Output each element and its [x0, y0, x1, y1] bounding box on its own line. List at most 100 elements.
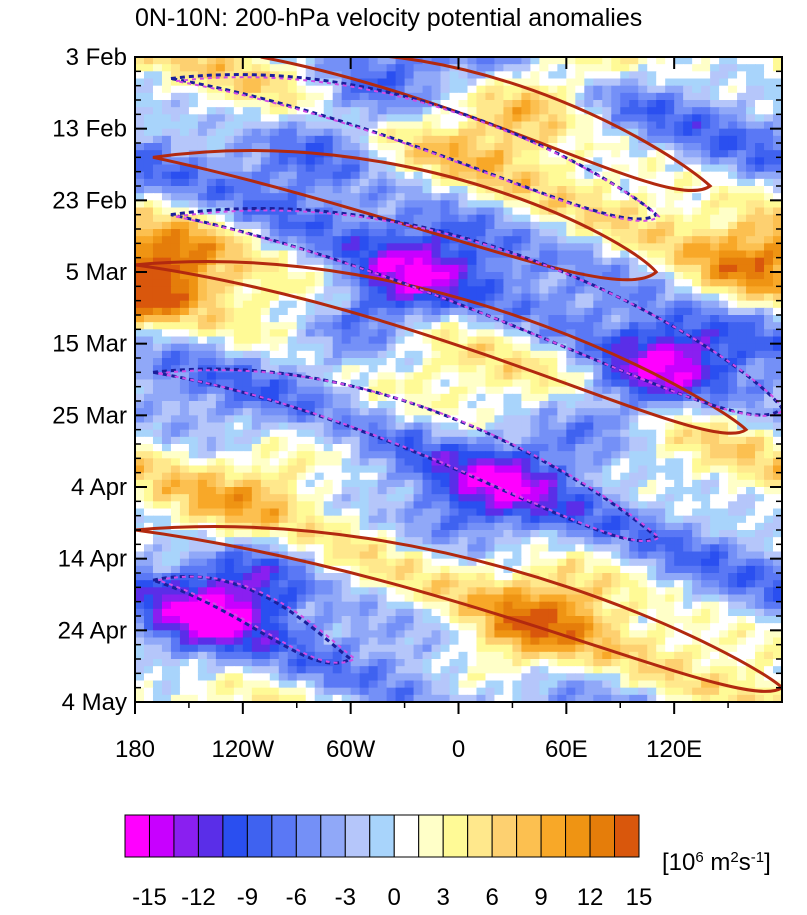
heat-cell: [611, 451, 621, 459]
heat-cell: [305, 243, 316, 252]
heat-cell: [539, 501, 549, 510]
heat-cell: [647, 293, 657, 302]
heat-cell: [359, 300, 370, 309]
heat-cell: [413, 236, 424, 244]
heat-cell: [269, 243, 280, 252]
heat-cell: [773, 415, 782, 424]
heat-cell: [377, 522, 388, 531]
heat-cell: [566, 487, 576, 495]
heat-cell: [323, 451, 334, 459]
heat-cell: [737, 286, 747, 295]
heat-cell: [647, 522, 657, 531]
heat-cell: [215, 121, 226, 130]
heat-cell: [728, 343, 738, 352]
heat-cell: [647, 315, 657, 323]
heat-cell: [413, 494, 424, 502]
heat-cell: [530, 479, 540, 488]
heat-cell: [197, 135, 208, 144]
heat-cell: [422, 135, 433, 144]
heat-cell: [503, 71, 514, 80]
heat-cell: [494, 458, 505, 467]
heat-cell: [719, 508, 729, 517]
heat-cell: [512, 487, 523, 495]
heat-cell: [251, 544, 262, 553]
heat-cell: [494, 193, 505, 201]
heat-cell: [242, 178, 253, 187]
heat-cell: [665, 128, 675, 137]
heat-cell: [575, 150, 585, 158]
heat-cell: [179, 350, 190, 359]
heat-cell: [503, 422, 514, 431]
heat-cell: [197, 92, 208, 101]
heat-cell: [611, 479, 621, 488]
heat-cell: [161, 128, 172, 137]
heat-cell: [476, 315, 487, 323]
heat-cell: [368, 365, 379, 373]
heat-cell: [413, 193, 424, 201]
heat-cell: [287, 71, 298, 80]
heat-cell: [287, 350, 298, 359]
heat-cell: [197, 472, 208, 481]
heat-cell: [602, 229, 612, 237]
heat-cell: [368, 279, 379, 287]
heat-cell: [575, 193, 585, 201]
heat-cell: [530, 386, 540, 395]
heat-cell: [135, 264, 145, 273]
heat-cell: [710, 164, 720, 173]
heat-cell: [674, 336, 684, 345]
heat-cell: [314, 458, 325, 467]
heat-cell: [476, 479, 487, 488]
heat-cell: [683, 508, 693, 517]
heat-cell: [152, 365, 163, 373]
heat-cell: [197, 221, 208, 230]
heat-cell: [458, 472, 469, 481]
heat-cell: [431, 286, 442, 295]
heat-cell: [539, 515, 549, 524]
heat-cell: [620, 135, 630, 144]
heat-cell: [602, 472, 612, 481]
heat-cell: [431, 350, 442, 359]
heat-cell: [737, 358, 747, 366]
heat-cell: [710, 386, 720, 395]
heat-cell: [377, 92, 388, 101]
heat-cell: [296, 193, 307, 201]
heat-cell: [764, 279, 774, 287]
heat-cell: [629, 286, 639, 295]
heat-cell: [413, 415, 424, 424]
heat-cell: [197, 300, 208, 309]
heat-cell: [710, 229, 720, 237]
heat-cell: [233, 322, 244, 330]
heat-cell: [305, 221, 316, 230]
heat-cell: [449, 100, 460, 108]
heat-cell: [323, 157, 334, 166]
heat-cell: [377, 494, 388, 502]
heat-cell: [512, 150, 523, 158]
heat-cell: [135, 350, 145, 359]
heat-cell: [503, 171, 514, 180]
heat-cell: [287, 472, 298, 481]
heat-cell: [215, 479, 226, 488]
heat-cell: [287, 487, 298, 495]
heat-cell: [386, 221, 397, 230]
heat-cell: [719, 315, 729, 323]
heat-cell: [350, 85, 361, 94]
heat-cell: [431, 178, 442, 187]
heat-cell: [539, 92, 549, 101]
heat-cell: [206, 57, 217, 65]
heat-cell: [593, 494, 603, 502]
heat-cell: [719, 272, 729, 280]
heat-cell: [143, 272, 154, 280]
heat-cell: [188, 193, 199, 201]
heat-cell: [557, 365, 567, 373]
heat-cell: [647, 243, 657, 252]
heat-cell: [566, 415, 576, 424]
heat-cell: [656, 515, 666, 524]
heat-cell: [530, 250, 540, 259]
heat-cell: [152, 250, 163, 259]
heat-cell: [341, 436, 352, 445]
heat-cell: [746, 200, 756, 209]
heat-cell: [467, 286, 478, 295]
heat-cell: [755, 286, 765, 295]
heat-cell: [638, 92, 648, 101]
heat-cell: [485, 444, 496, 452]
